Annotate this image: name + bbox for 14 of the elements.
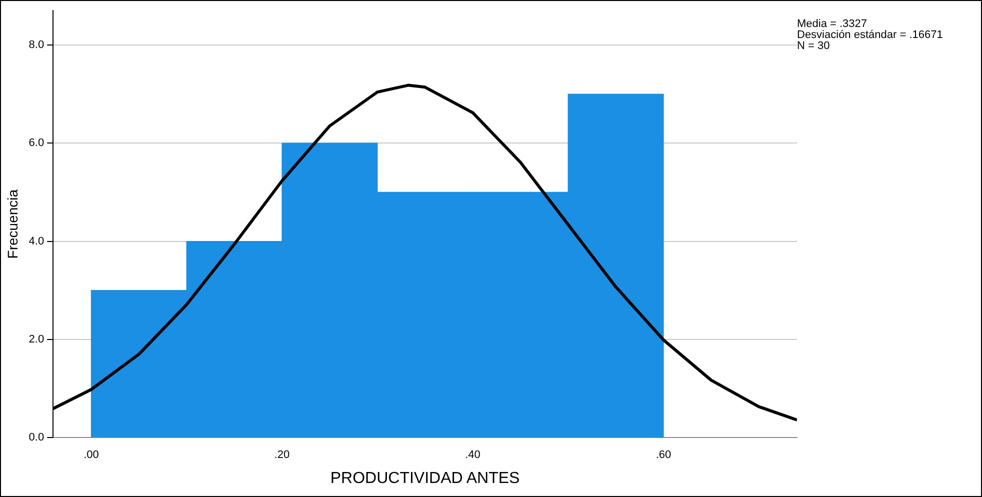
x-tick-label: .40 (465, 449, 480, 462)
annotation: Media = .3327 (797, 18, 868, 30)
y-tick-label: 2.0 (28, 333, 44, 346)
y-tick-label: 8.0 (28, 38, 44, 51)
x-tick-label: .20 (274, 449, 290, 462)
y-tick-label: 4.0 (28, 235, 44, 248)
x-axis-title: PRODUCTIVIDAD ANTES (330, 470, 520, 487)
annotation: Desviación estándar = .16671 (797, 29, 943, 41)
x-tick-label: .60 (656, 449, 672, 462)
annotation: N = 30 (797, 40, 831, 52)
y-tick-label: 0.0 (28, 432, 44, 444)
x-tick-label: .00 (84, 449, 99, 462)
y-axis-title: Frecuencia (4, 189, 20, 259)
y-tick-label: 6.0 (28, 137, 44, 150)
